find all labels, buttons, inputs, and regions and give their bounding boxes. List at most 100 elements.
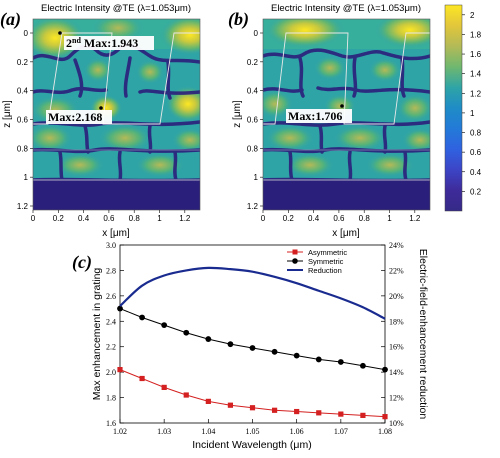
panel-b-y-tick-label: 0.2	[247, 58, 259, 67]
panel-a: Electric Intensity @TE (λ=1.053μm)	[0, 3, 201, 239]
panel-c-x-label: Incident Wavelength (μm)	[192, 439, 311, 451]
panel-c-left-tick-label: 1.6	[106, 419, 116, 428]
series-symmetric-line	[119, 308, 386, 371]
legend-reduction-label: Reduction	[308, 266, 342, 275]
panel-b-y-tick-label: 0.6	[247, 116, 259, 125]
panel-b-x-label: x [μm]	[332, 228, 360, 239]
panel-c-left-tick-label: 3.0	[106, 241, 116, 250]
panel-a-letter: (a)	[0, 9, 21, 30]
series-asymmetric-point	[360, 412, 366, 418]
panel-c-left-tick-label: 2.8	[106, 266, 116, 275]
legend-asymmetric-marker	[292, 249, 298, 255]
series-symmetric-point	[315, 356, 322, 363]
series-asymmetric-point	[338, 411, 344, 417]
panel-b-x-ticks: 0 0.2 0.4 0.6 0.8 1 1.2	[261, 210, 421, 223]
panel-a-grating-outline	[33, 32, 200, 125]
colorbar-ticks: 2 1.8 1.6 1.4 1.2 1 0.8 0.6 0.4 0.2	[462, 11, 482, 196]
series-symmetric-point	[227, 341, 234, 348]
panel-b-letter: (b)	[228, 9, 249, 30]
panel-a-y-label: z [μm]	[2, 100, 13, 128]
panel-a-substrate	[33, 180, 200, 210]
panel-b-x-tick-label: 0.8	[359, 214, 371, 223]
colorbar: 2 1.8 1.6 1.4 1.2 1 0.8 0.6 0.4 0.2	[444, 4, 482, 212]
panel-a-y-tick-label: 0.8	[17, 144, 29, 153]
panel-c-right-tick-label: 24%	[389, 241, 404, 250]
colorbar-tick-label: 1.4	[470, 70, 482, 79]
panel-a-title: Electric Intensity @TE (λ=1.053μm)	[41, 3, 191, 14]
colorbar-tick-label: 2	[470, 11, 475, 20]
panel-c-letter: (c)	[72, 252, 92, 273]
panel-b-y-tick-label: 0.8	[247, 144, 259, 153]
colorbar-tick-label: 0.2	[470, 187, 482, 196]
panel-a-y-tick-label: 1	[24, 173, 29, 182]
panel-b-y-tick-label: 1.2	[247, 202, 259, 211]
series-asymmetric-point	[161, 384, 167, 390]
series-symmetric-point	[161, 322, 168, 328]
panel-c-right-tick-label: 14%	[389, 368, 404, 377]
panel-b-max-marker	[340, 104, 344, 108]
series-symmetric-point	[293, 352, 300, 359]
series-asymmetric-point	[382, 414, 388, 420]
panel-b-x-tick-label: 0.2	[283, 214, 295, 223]
legend-symmetric-label: Symmetric	[308, 257, 344, 266]
panel-c-left-tick-label: 2.2	[106, 343, 116, 352]
svg-text:Max:2.168: Max:2.168	[48, 110, 102, 124]
panel-a-x-tick-label: 0.4	[78, 214, 90, 223]
series-asymmetric-point	[139, 375, 145, 382]
panel-b-y-ticks: 0 0.2 0.4 0.6 0.8 1 1.2	[247, 29, 263, 211]
panel-c-left-y-label: Max enhancement in grating	[91, 268, 103, 401]
panel-a-second-max-label: 2nd Max:1.943	[64, 36, 154, 50]
panel-b-x-tick-label: 0.4	[308, 214, 320, 223]
panel-c-right-tick-label: 10%	[389, 419, 404, 428]
legend-symmetric-marker	[292, 258, 298, 264]
series-symmetric-point	[183, 329, 190, 336]
panel-b-grating-outline	[263, 32, 430, 125]
panel-c-left-ticks: 1.6 1.8 2.0 2.2 2.4 2.6 2.8 3.0	[106, 241, 124, 428]
series-asymmetric-point	[271, 407, 278, 413]
panel-b-x-tick-label: 0.6	[333, 214, 345, 223]
panel-a-second-max-marker	[58, 31, 62, 35]
series-asymmetric-point	[205, 398, 211, 404]
series-symmetric-point	[139, 314, 145, 321]
panel-b-substrate	[263, 180, 430, 210]
panel-a-y-tick-label: 0.6	[17, 116, 29, 125]
series-asymmetric-point	[183, 392, 189, 398]
colorbar-tick-label: 1	[470, 109, 475, 118]
panel-b: Electric Intensity @TE (λ=1.053μm)	[228, 3, 431, 239]
series-asymmetric-point	[316, 410, 322, 416]
panel-c-left-tick-label: 2.4	[106, 317, 116, 326]
series-symmetric-point	[271, 348, 278, 355]
panel-a-x-tick-label: 1	[157, 214, 162, 223]
panel-c-right-y-label: Electric-field-enhancement reduction	[417, 249, 429, 420]
panel-b-title: Electric Intensity @TE (λ=1.053μm)	[271, 3, 421, 14]
panel-b-y-tick-label: 0.4	[247, 87, 259, 96]
panel-a-max-marker	[99, 106, 103, 110]
panel-b-x-tick-label: 0	[261, 214, 266, 223]
panel-c: 1.02 1.03 1.04 1.05 1.06 1.07 1.08 1.6 1.8 2.0 2.…	[72, 241, 429, 451]
colorbar-bar	[444, 4, 463, 212]
panel-c-x-tick-label: 1.06	[290, 427, 304, 436]
panel-c-right-tick-label: 22%	[389, 266, 404, 275]
panel-a-x-tick-label: 0.8	[129, 214, 141, 223]
panel-c-x-tick-label: 1.03	[157, 427, 171, 436]
panel-c-right-tick-label: 18%	[389, 317, 404, 326]
panel-c-series	[117, 266, 388, 420]
panel-c-x-tick-label: 1.07	[334, 427, 348, 436]
panel-c-right-ticks: 10% 12% 14% 16% 18% 20% 22% 24%	[381, 241, 404, 428]
series-asymmetric-point	[227, 402, 234, 408]
panel-a-y-ticks: 0 0.2 0.4 0.6 0.8 1 1.2	[17, 29, 33, 211]
panel-c-x-ticks: 1.02 1.03 1.04 1.05 1.06 1.07 1.08	[113, 419, 392, 436]
series-symmetric-point	[205, 336, 212, 342]
panel-c-x-tick-label: 1.05	[246, 427, 260, 436]
panel-b-max-label: Max:1.706	[286, 109, 352, 123]
panel-c-right-tick-label: 20%	[389, 292, 404, 301]
series-asymmetric-point	[117, 367, 123, 373]
panel-c-left-tick-label: 1.8	[106, 394, 116, 403]
panel-c-left-tick-label: 2.6	[106, 292, 116, 301]
panel-a-heatmap	[33, 19, 200, 210]
panel-a-y-tick-label: 0.4	[17, 87, 29, 96]
svg-text:Max:1.706: Max:1.706	[288, 109, 342, 123]
series-reduction-line	[119, 266, 386, 320]
panel-c-x-tick-label: 1.02	[113, 427, 127, 436]
